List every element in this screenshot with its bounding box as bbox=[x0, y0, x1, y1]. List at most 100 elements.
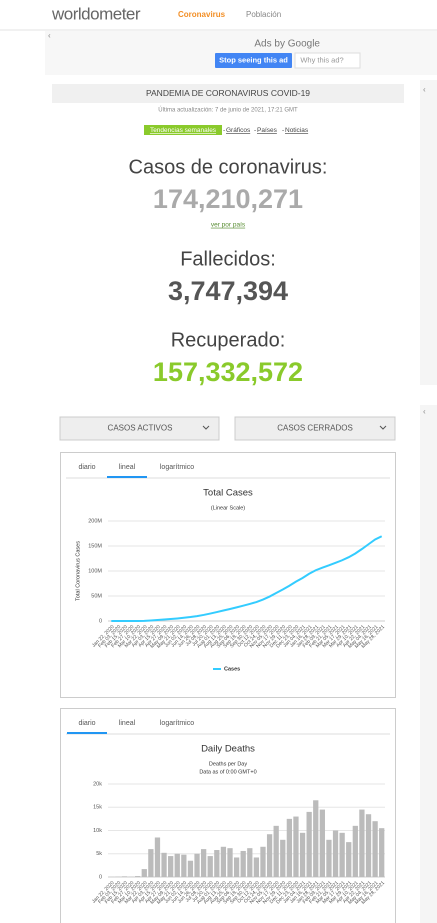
ad-label: Ads by Google bbox=[254, 39, 320, 50]
separator: - bbox=[223, 127, 225, 134]
dropdown[interactable] bbox=[234, 416, 396, 441]
header-bg bbox=[0, 0, 437, 30]
bar bbox=[339, 832, 345, 877]
title-bar bbox=[52, 84, 404, 103]
bar bbox=[372, 821, 378, 877]
bar bbox=[214, 850, 220, 877]
dropdown-text: CASOS CERRADOS bbox=[277, 424, 353, 433]
nav-link[interactable]: Noticias bbox=[285, 127, 309, 134]
chart-subtitle: (Linear Scale) bbox=[211, 505, 245, 511]
bar bbox=[326, 839, 332, 877]
bar bbox=[319, 809, 325, 877]
bar bbox=[346, 842, 352, 877]
stat-value: 157,332,572 bbox=[153, 357, 303, 387]
page-title: PANDEMIA DE CORONAVIRUS COVID-19 bbox=[146, 88, 310, 98]
bar bbox=[253, 857, 260, 877]
y-tick-label: 10k bbox=[93, 828, 102, 834]
bar bbox=[313, 800, 319, 877]
side-arrow[interactable]: ‹ bbox=[423, 85, 426, 94]
update-time: Última actualización: 7 de junio de 2021… bbox=[158, 107, 298, 114]
y-tick-label: 15k bbox=[93, 805, 102, 811]
chart-tab[interactable]: lineal bbox=[119, 464, 136, 471]
y-tick-label: 200M bbox=[88, 518, 102, 524]
separator: - bbox=[282, 127, 284, 134]
side-strip bbox=[420, 80, 437, 385]
stat-label: Fallecidos: bbox=[180, 248, 276, 270]
chevron bbox=[202, 425, 210, 430]
chevron bbox=[379, 425, 387, 430]
ad-button-text: Why this ad? bbox=[300, 55, 343, 64]
stat-value: 3,747,394 bbox=[168, 276, 288, 306]
bar bbox=[220, 846, 227, 877]
bar bbox=[207, 856, 213, 877]
chart-tab[interactable]: lineal bbox=[119, 720, 136, 727]
bar bbox=[174, 853, 180, 877]
ad-arrow[interactable]: ‹ bbox=[48, 31, 51, 40]
chart-box bbox=[60, 708, 396, 923]
ad-button[interactable] bbox=[215, 53, 292, 68]
link-highlight bbox=[144, 125, 222, 135]
bar bbox=[168, 856, 174, 877]
chart-tab[interactable]: logarítmico bbox=[160, 720, 194, 727]
chart-tab[interactable]: logarítmico bbox=[160, 464, 194, 471]
chart-note: Data as of 0:00 GMT+0 bbox=[199, 769, 256, 775]
bar bbox=[379, 828, 385, 877]
chart-title: Total Cases bbox=[203, 488, 253, 499]
bar bbox=[161, 852, 167, 877]
bar bbox=[181, 854, 187, 877]
bar bbox=[148, 849, 154, 877]
bar bbox=[266, 834, 273, 877]
y-tick-label: 0 bbox=[99, 618, 102, 624]
chart-tab[interactable]: diario bbox=[78, 720, 95, 727]
bar bbox=[233, 857, 240, 877]
logo[interactable]: worldometer bbox=[51, 4, 141, 23]
country-link[interactable]: ver por país bbox=[211, 222, 246, 229]
stat-label: Casos de coronavirus: bbox=[129, 156, 328, 178]
bar bbox=[286, 818, 293, 877]
chart-tab[interactable]: diario bbox=[78, 464, 95, 471]
y-tick-label: 0 bbox=[99, 874, 102, 880]
nav-link[interactable]: Población bbox=[246, 10, 281, 19]
nav-link[interactable]: Países bbox=[257, 127, 278, 134]
bar bbox=[200, 849, 207, 877]
line-series bbox=[111, 535, 383, 622]
ad-button-text: Stop seeing this ad bbox=[219, 55, 288, 64]
bar bbox=[240, 850, 246, 877]
y-tick-label: 50M bbox=[91, 593, 102, 599]
y-tick-label: 150M bbox=[88, 543, 102, 549]
bar bbox=[135, 876, 141, 877]
bar bbox=[293, 816, 299, 877]
side-arrow[interactable]: ‹ bbox=[423, 407, 426, 416]
separator: - bbox=[254, 127, 256, 134]
bar bbox=[227, 848, 233, 877]
chart-subtitle: Deaths per Day bbox=[209, 761, 247, 767]
bar bbox=[359, 809, 365, 877]
chart-title: Daily Deaths bbox=[201, 744, 255, 755]
legend-label[interactable]: Cases bbox=[224, 666, 240, 672]
stat-label: Recuperado: bbox=[171, 329, 286, 351]
bar bbox=[306, 811, 312, 877]
nav-link[interactable]: Coronavirus bbox=[178, 10, 226, 19]
bar bbox=[194, 853, 200, 877]
chart-box bbox=[60, 452, 396, 698]
bar bbox=[121, 876, 128, 877]
bar bbox=[247, 848, 253, 877]
dropdown[interactable] bbox=[59, 416, 220, 441]
y-tick-label: 100M bbox=[88, 568, 102, 574]
ad-button[interactable] bbox=[294, 52, 361, 69]
bar bbox=[154, 837, 161, 877]
nav-link[interactable]: Tendencias semanales bbox=[150, 127, 217, 134]
stat-value: 174,210,271 bbox=[153, 184, 303, 214]
dropdown-text: CASOS ACTIVOS bbox=[108, 424, 173, 433]
bar bbox=[187, 860, 194, 877]
bar bbox=[352, 825, 358, 877]
y-tick-label: 20k bbox=[93, 781, 102, 787]
bar bbox=[260, 846, 266, 877]
bar bbox=[365, 814, 372, 877]
bar bbox=[273, 825, 279, 877]
nav-link[interactable]: Gráficos bbox=[226, 127, 251, 134]
y-axis-label: Total Coronavirus Cases bbox=[75, 541, 81, 601]
y-tick-label: 5k bbox=[96, 851, 102, 857]
bar bbox=[332, 830, 339, 877]
